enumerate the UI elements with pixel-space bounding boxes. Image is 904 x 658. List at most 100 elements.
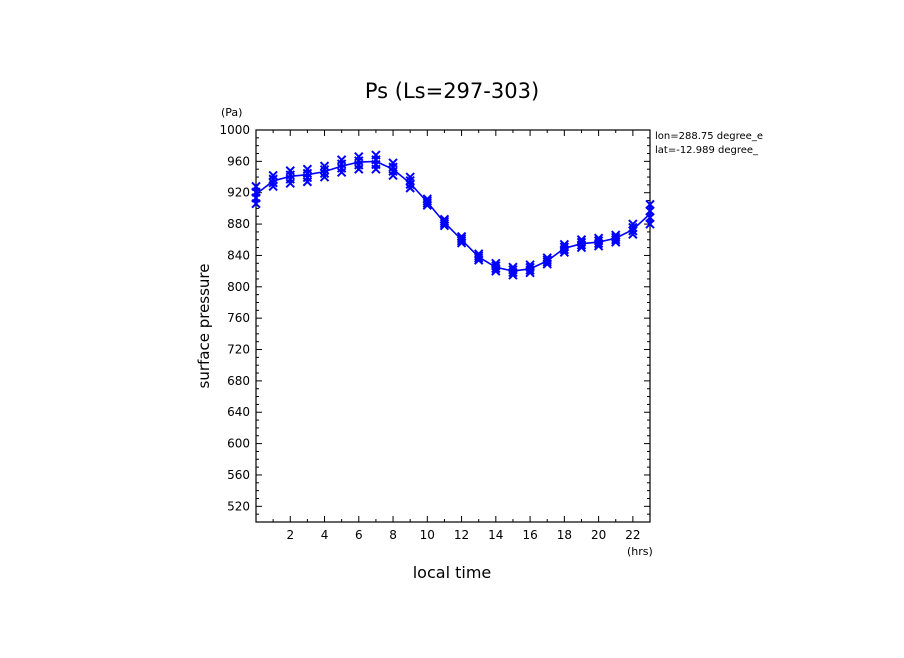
marker-stroke	[405, 172, 415, 182]
x-tick-label: 4	[321, 528, 329, 542]
marker-stroke	[542, 259, 552, 269]
x-tick-label: 16	[522, 528, 537, 542]
marker-stroke	[473, 253, 484, 263]
x-tick-label: 8	[389, 528, 397, 542]
data-point-marker	[508, 270, 518, 280]
marker-stroke	[559, 244, 570, 255]
data-point-marker	[251, 198, 261, 209]
annotation-lat: lat=-12.989 degree_	[655, 145, 759, 156]
plot-frame	[255, 129, 651, 523]
data-point-marker	[456, 236, 467, 246]
y-tick-label: 560	[227, 468, 250, 482]
marker-stroke	[302, 177, 313, 187]
marker-stroke	[473, 255, 484, 265]
marker-stroke	[422, 200, 433, 210]
y-tick-label: 800	[227, 280, 250, 294]
data-point-marker	[371, 164, 381, 174]
marker-stroke	[354, 164, 364, 174]
marker-stroke	[628, 229, 638, 239]
data-point-marker	[405, 172, 415, 182]
marker-stroke	[525, 265, 535, 275]
y-tick-label: 920	[227, 186, 250, 200]
x-tick-label: 10	[420, 528, 435, 542]
y-tick-label: 840	[227, 248, 250, 262]
marker-stroke	[285, 178, 295, 189]
data-point-marker	[508, 267, 518, 278]
x-tick-label: 20	[591, 528, 606, 542]
data-point-marker	[611, 235, 621, 245]
marker-stroke	[611, 235, 621, 245]
data-point-marker	[559, 247, 570, 258]
marker-stroke	[336, 167, 347, 178]
marker-stroke	[268, 181, 278, 192]
y-axis-label: surface pressure	[195, 264, 213, 389]
marker-stroke	[508, 270, 518, 280]
data-point-marker	[628, 219, 638, 229]
marker-stroke	[371, 164, 381, 174]
data-point-marker	[354, 164, 364, 174]
marker-stroke	[388, 170, 398, 181]
marker-stroke	[576, 242, 587, 253]
data-point-marker	[439, 220, 450, 231]
marker-stroke	[525, 267, 535, 278]
marker-stroke	[439, 218, 450, 229]
data-point-marker	[628, 222, 638, 233]
marker-stroke	[456, 236, 467, 246]
data-point-marker	[525, 267, 535, 278]
data-point-marker	[473, 255, 484, 265]
data-point-marker	[525, 265, 535, 275]
y-tick-label: 760	[227, 311, 250, 325]
marker-stroke	[319, 165, 330, 175]
marker-stroke	[628, 222, 638, 233]
data-point-marker	[593, 238, 604, 249]
data-point-marker	[439, 218, 450, 229]
data-point-marker	[456, 238, 467, 248]
marker-stroke	[542, 257, 552, 267]
data-point-marker	[628, 229, 638, 239]
data-point-marker	[473, 253, 484, 263]
data-point-marker	[319, 165, 330, 175]
data-point-marker	[491, 263, 501, 274]
marker-stroke	[559, 247, 570, 258]
marker-stroke	[645, 219, 655, 229]
marker-stroke	[268, 174, 278, 184]
x-tick-label: 12	[454, 528, 469, 542]
marker-stroke	[251, 198, 261, 209]
marker-stroke	[611, 237, 621, 247]
marker-stroke	[491, 266, 501, 276]
data-point-marker	[628, 226, 638, 236]
marker-stroke	[593, 241, 604, 251]
data-point-marker	[542, 257, 552, 267]
y-tick-label: 520	[227, 499, 250, 513]
x-tick-label: 22	[625, 528, 640, 542]
marker-stroke	[422, 198, 433, 208]
x-tick-label: 6	[355, 528, 363, 542]
y-tick-label: 1000	[219, 123, 250, 137]
marker-stroke	[319, 172, 330, 182]
data-point-marker	[336, 167, 347, 178]
x-axis-unit: (hrs)	[627, 545, 653, 558]
data-point-marker	[268, 174, 278, 184]
marker-stroke	[405, 183, 415, 193]
data-point-marker	[422, 198, 433, 208]
y-tick-label: 680	[227, 374, 250, 388]
marker-stroke	[508, 267, 518, 278]
marker-stroke	[491, 263, 501, 274]
data-point-marker	[576, 242, 587, 253]
marker-stroke	[456, 238, 467, 248]
y-tick-label: 600	[227, 437, 250, 451]
data-point-marker	[405, 179, 415, 190]
y-axis-unit: (Pa)	[221, 106, 242, 119]
data-point-marker	[285, 178, 295, 189]
marker-stroke	[268, 170, 278, 181]
data-point-marker	[268, 181, 278, 192]
marker-stroke	[405, 179, 415, 190]
y-tick-label: 960	[227, 154, 250, 168]
marker-stroke	[628, 219, 638, 229]
data-point-marker	[422, 200, 433, 210]
marker-stroke	[405, 175, 415, 186]
y-tick-label: 880	[227, 217, 250, 231]
data-point-marker	[405, 175, 415, 186]
marker-stroke	[576, 240, 587, 250]
